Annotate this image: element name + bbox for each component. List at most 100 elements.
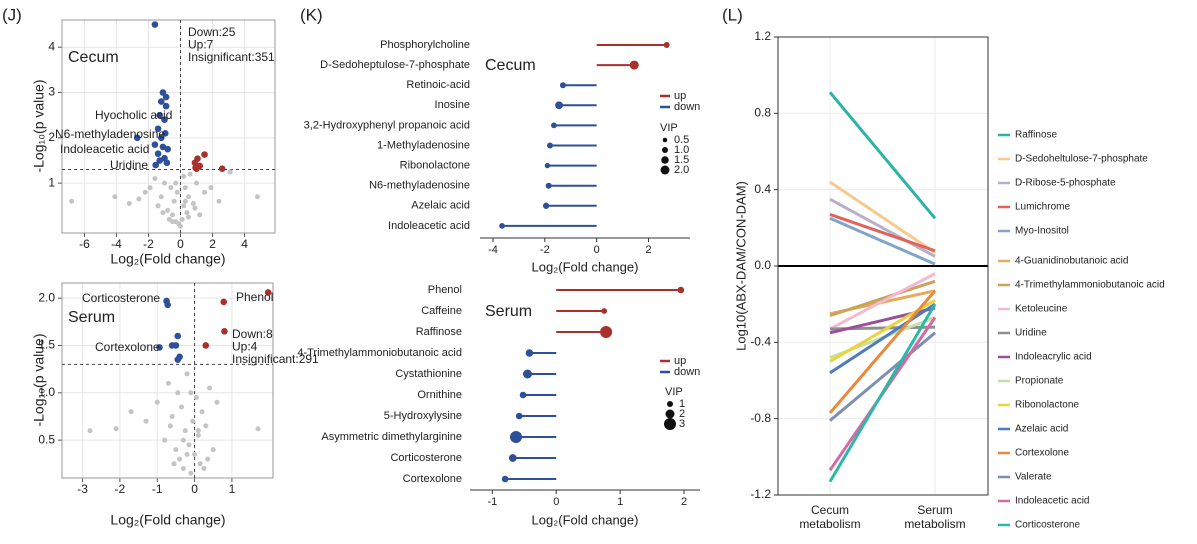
point [175,390,181,396]
point-label: Phenol [236,290,273,304]
x-tick-label: Serum metabolism [904,503,966,531]
category-label: Inosine [435,99,470,111]
panel-label: (J) [2,5,22,24]
series-line [829,272,936,331]
point [202,189,208,195]
y-tick-label: 0.0 [754,258,771,272]
point [182,428,188,434]
category-label: Phenol [428,284,462,296]
size-legend-label: 3 [679,418,685,430]
size-legend-dot [661,156,669,164]
lollipop-dot [600,326,613,338]
legend-label: down [674,101,700,113]
point [162,437,168,443]
point [87,428,93,434]
category-label: Ornithine [417,389,462,401]
legend-label: D-Ribose-5-phosphate [1015,178,1116,189]
point [156,344,163,351]
point [170,212,176,218]
legend-label: Raffinose [1015,130,1058,141]
legend-label: Indoleacrylic acid [1015,352,1092,363]
category-label: N6-methyladenosine [369,180,470,192]
point [179,216,185,222]
x-tick-label: 1 [617,496,623,508]
category-label: Corticosterone [390,452,462,464]
y-tick-label: 2.0 [38,290,55,304]
point [161,180,167,186]
point [155,203,161,209]
category-label: D-Sedoheptulose-7-phosphate [320,59,470,71]
x-tick-label: -2 [143,237,154,251]
y-tick-label: -0.8 [750,411,771,425]
series-line [829,331,936,422]
x-tick-label: 0 [553,496,559,508]
point [168,342,176,349]
series-line [828,289,937,414]
y-tick-label: 1 [48,175,55,189]
lollipop-dot [544,162,551,169]
legend-label: Ketoleucine [1015,304,1068,315]
series-line [829,279,936,318]
point [220,298,228,306]
point [151,141,159,148]
point [142,189,148,195]
point [147,185,153,191]
point [186,194,192,200]
size-legend-label: 2.0 [674,164,689,176]
x-tick-label: -2 [115,482,126,496]
y-axis-label: -Log₁₀(p value) [31,333,47,426]
point [164,301,171,309]
x-tick-label: Cecum metabolism [799,503,861,531]
series-line [829,180,936,254]
y-tick-label: 1.0 [38,385,55,399]
point [201,151,208,158]
category-label: Cortexolone [403,473,462,485]
legend-label: Ribonolactone [1015,400,1079,411]
legend-label: Corticosterone [1015,520,1080,531]
legend-label: Azelaic acid [1015,424,1068,435]
size-legend-dot [662,137,668,143]
x-tick-label: 2 [645,244,651,256]
point [186,442,192,448]
legend-label: Indoleacetic acid [1015,496,1090,507]
point [179,404,185,410]
legend-label: Valerate [1015,472,1052,483]
x-tick-label: 2 [681,496,687,508]
panel-title: Cecum [68,49,119,66]
category-label: 1-Methyladenosine [377,139,470,151]
point [186,214,192,220]
legend-label: up [674,90,686,102]
point [180,466,186,472]
panel-label: (K) [300,5,323,24]
point-label: Cortexolone [95,340,160,354]
point-label: Uridine [110,158,148,172]
x-tick-label: -3 [77,482,88,496]
legend-label: Myo-Inositol [1015,226,1069,237]
point [152,161,159,169]
size-legend-title: VIP [660,122,678,134]
lollipop-dot [547,142,553,149]
lollipop-dot [545,182,552,189]
point [128,409,134,415]
point [170,219,176,225]
point [192,451,198,457]
point [69,198,75,204]
point [151,21,159,28]
point [197,212,203,218]
point [184,371,190,377]
point [126,201,132,207]
legend-label: Propionate [1015,376,1064,387]
panel-title: Cecum [485,57,536,74]
series-line [829,197,936,258]
category-label: Indoleacetic acid [388,220,470,232]
point [216,198,222,204]
legend-label: Lumichrome [1015,202,1070,213]
point [182,185,188,191]
point [156,157,163,164]
point [199,409,205,415]
point [214,399,220,405]
plot-frame [777,36,989,496]
point [156,111,163,119]
y-tick-label: 0.5 [38,432,55,446]
point [133,134,141,142]
